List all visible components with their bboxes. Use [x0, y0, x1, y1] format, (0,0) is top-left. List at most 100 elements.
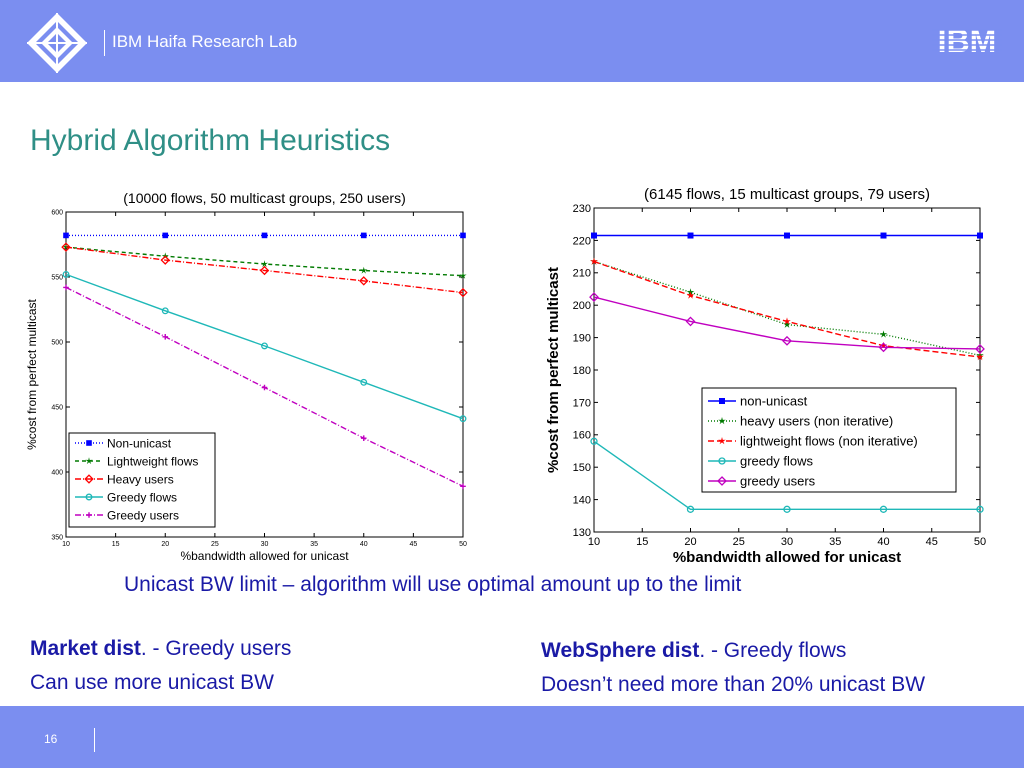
- chart-caption: Unicast BW limit – algorithm will use op…: [124, 573, 742, 596]
- legend-marker: [718, 417, 726, 425]
- websphere-dist-line2: Doesn’t need more than 20% unicast BW: [541, 673, 926, 696]
- data-point: [590, 257, 598, 265]
- legend-marker: [86, 440, 92, 446]
- legend-marker: [85, 457, 93, 465]
- legend-marker: [85, 493, 93, 501]
- legend-marker: [718, 437, 726, 445]
- series-lightweight-flows-non-iterative: [590, 257, 984, 361]
- data-point: [976, 353, 984, 361]
- data-point: [784, 232, 790, 239]
- series-greedy-flows: [62, 270, 467, 423]
- series-greedy-flows: [590, 437, 984, 513]
- legend-label: Non-unicast: [107, 436, 172, 450]
- data-point: [261, 232, 268, 239]
- x-axis-label: %bandwidth allowed for unicast: [673, 549, 901, 566]
- data-point: [62, 270, 70, 278]
- data-point: [360, 435, 367, 441]
- y-tick-label: 550: [51, 274, 63, 281]
- chart-title: (6145 flows, 15 multicast groups, 79 use…: [644, 186, 930, 203]
- legend-label: Lightweight flows: [107, 454, 198, 468]
- x-tick-label: 30: [781, 536, 793, 548]
- legend: non-unicast heavy users (non iterative) li…: [701, 387, 957, 493]
- legend-box: [701, 387, 957, 493]
- series-line: [593, 296, 981, 350]
- data-point: [976, 505, 984, 513]
- legend-label: greedy flows: [740, 454, 813, 469]
- x-tick-label: 40: [877, 536, 889, 548]
- data-point: [879, 505, 888, 513]
- data-point: [360, 378, 368, 386]
- y-tick-label: 450: [51, 404, 63, 411]
- data-point: [783, 505, 791, 513]
- data-point: [162, 232, 169, 239]
- y-tick-label: 350: [51, 534, 63, 541]
- x-tick-label: 15: [112, 541, 120, 548]
- data-point: [259, 265, 270, 276]
- series-heavy-users: [61, 242, 468, 298]
- x-tick-label: 10: [588, 536, 600, 548]
- data-point: [458, 287, 468, 298]
- legend-box: [68, 432, 216, 528]
- data-point: [687, 232, 694, 239]
- y-tick-label: 160: [573, 430, 591, 442]
- series-line: [65, 273, 464, 420]
- data-point: [685, 316, 696, 327]
- data-point: [360, 266, 368, 274]
- legend-label: lightweight flows (non iterative): [740, 434, 918, 449]
- y-tick-label: 230: [573, 203, 591, 215]
- ibm-logo: IBM: [932, 24, 1002, 56]
- x-tick-label: 15: [636, 536, 648, 548]
- lab-name: IBM Haifa Research Lab: [112, 32, 298, 51]
- legend-marker: [86, 512, 92, 518]
- x-tick-label: 50: [974, 536, 986, 548]
- series-non-unicast: [63, 232, 466, 239]
- legend-label: Greedy users: [107, 508, 179, 522]
- x-tick-label: 20: [684, 536, 696, 548]
- data-point: [879, 341, 888, 349]
- data-point: [879, 330, 888, 338]
- legend-marker: [84, 474, 94, 484]
- legend-label: heavy users (non iterative): [740, 414, 893, 429]
- x-tick-label: 30: [261, 541, 269, 548]
- series-greedy-users: [63, 284, 466, 490]
- chart-title: (10000 flows, 50 multicast groups, 250 u…: [123, 190, 405, 206]
- data-point: [261, 384, 268, 391]
- y-tick-label: 200: [573, 300, 591, 312]
- legend-label: Heavy users: [107, 472, 174, 486]
- series-line: [65, 246, 464, 294]
- data-point: [460, 483, 466, 490]
- data-point: [783, 320, 791, 328]
- websphere-dist-rest: . - Greedy flows: [699, 639, 847, 662]
- chart-right-svg: (6145 flows, 15 multicast groups, 79 use…: [545, 186, 986, 566]
- series-line: [593, 440, 980, 510]
- header-divider: [104, 30, 105, 56]
- y-tick-label: 190: [573, 332, 591, 344]
- page-number: 16: [44, 732, 58, 746]
- y-axis-label: %cost from perfect multicast: [545, 267, 562, 473]
- data-point: [460, 232, 466, 239]
- data-point: [63, 284, 69, 291]
- data-point: [459, 415, 467, 423]
- legend-marker: [718, 457, 726, 465]
- legend-label: non-unicast: [740, 394, 808, 409]
- slide-title: Hybrid Algorithm Heuristics: [30, 124, 391, 157]
- y-tick-label: 220: [573, 235, 591, 247]
- data-point: [360, 232, 367, 239]
- haifa-lab-logo-icon: [27, 13, 87, 73]
- x-tick-label: 45: [409, 541, 417, 548]
- y-tick-label: 180: [573, 365, 591, 377]
- legend-marker: [717, 476, 727, 486]
- y-tick-label: 500: [51, 339, 63, 346]
- data-point: [590, 437, 598, 445]
- y-axis-label: %cost from perfect multicast: [25, 298, 39, 449]
- data-point: [162, 334, 169, 340]
- header-bar: IBM Haifa Research Lab IBM: [0, 0, 1024, 82]
- data-point: [359, 276, 369, 286]
- data-point: [686, 291, 695, 299]
- y-tick-label: 600: [51, 209, 63, 216]
- x-tick-label: 35: [829, 536, 841, 548]
- x-tick-label: 35: [310, 541, 318, 548]
- y-tick-label: 170: [573, 397, 591, 409]
- legend-label: Greedy flows: [107, 490, 177, 504]
- data-point: [61, 242, 71, 252]
